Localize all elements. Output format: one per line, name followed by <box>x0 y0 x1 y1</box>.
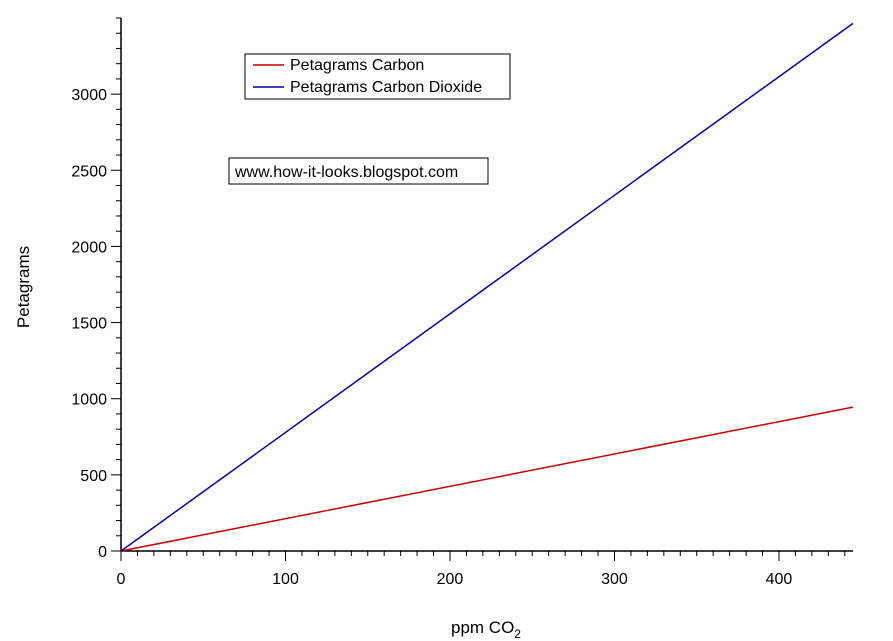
annotation-text: www.how-it-looks.blogspot.com <box>234 164 458 181</box>
x-axis-label: ppm CO2 <box>451 618 521 641</box>
y-tick-label: 2000 <box>71 239 107 256</box>
x-tick-label: 100 <box>272 571 299 588</box>
legend: Petagrams Carbon Petagrams Carbon Dioxid… <box>244 53 511 100</box>
legend-box <box>244 53 511 100</box>
x-tick-label: 300 <box>601 571 628 588</box>
plot-area <box>120 22 854 552</box>
x-axis-label-main: ppm CO <box>451 618 514 637</box>
y-tick-label: 3000 <box>71 87 107 104</box>
x-tick-label: 200 <box>437 571 464 588</box>
annotation-frame <box>228 157 489 185</box>
axes: 0 500 1000 1500 2000 2500 3000 0 100 200 300 400 <box>71 17 853 588</box>
y-tick-label: 1000 <box>71 392 107 409</box>
y-tick-label: 0 <box>98 544 107 561</box>
y-tick-label: 2500 <box>71 163 107 180</box>
y-axis-label: Petagrams <box>14 246 33 328</box>
y-tick-label: 500 <box>80 468 107 485</box>
x-axis-label-subscript: 2 <box>514 627 521 641</box>
y-tick-label: 1500 <box>71 316 107 333</box>
legend-label-carbon-dioxide: Petagrams Carbon Dioxide <box>290 79 482 96</box>
series-line-carbon <box>120 406 854 552</box>
x-tick-label: 0 <box>117 571 126 588</box>
x-tick-label: 400 <box>766 571 793 588</box>
annotation-box: www.how-it-looks.blogspot.com <box>228 157 489 185</box>
legend-label-carbon: Petagrams Carbon <box>290 57 424 74</box>
series-line-carbon-dioxide <box>120 22 854 552</box>
